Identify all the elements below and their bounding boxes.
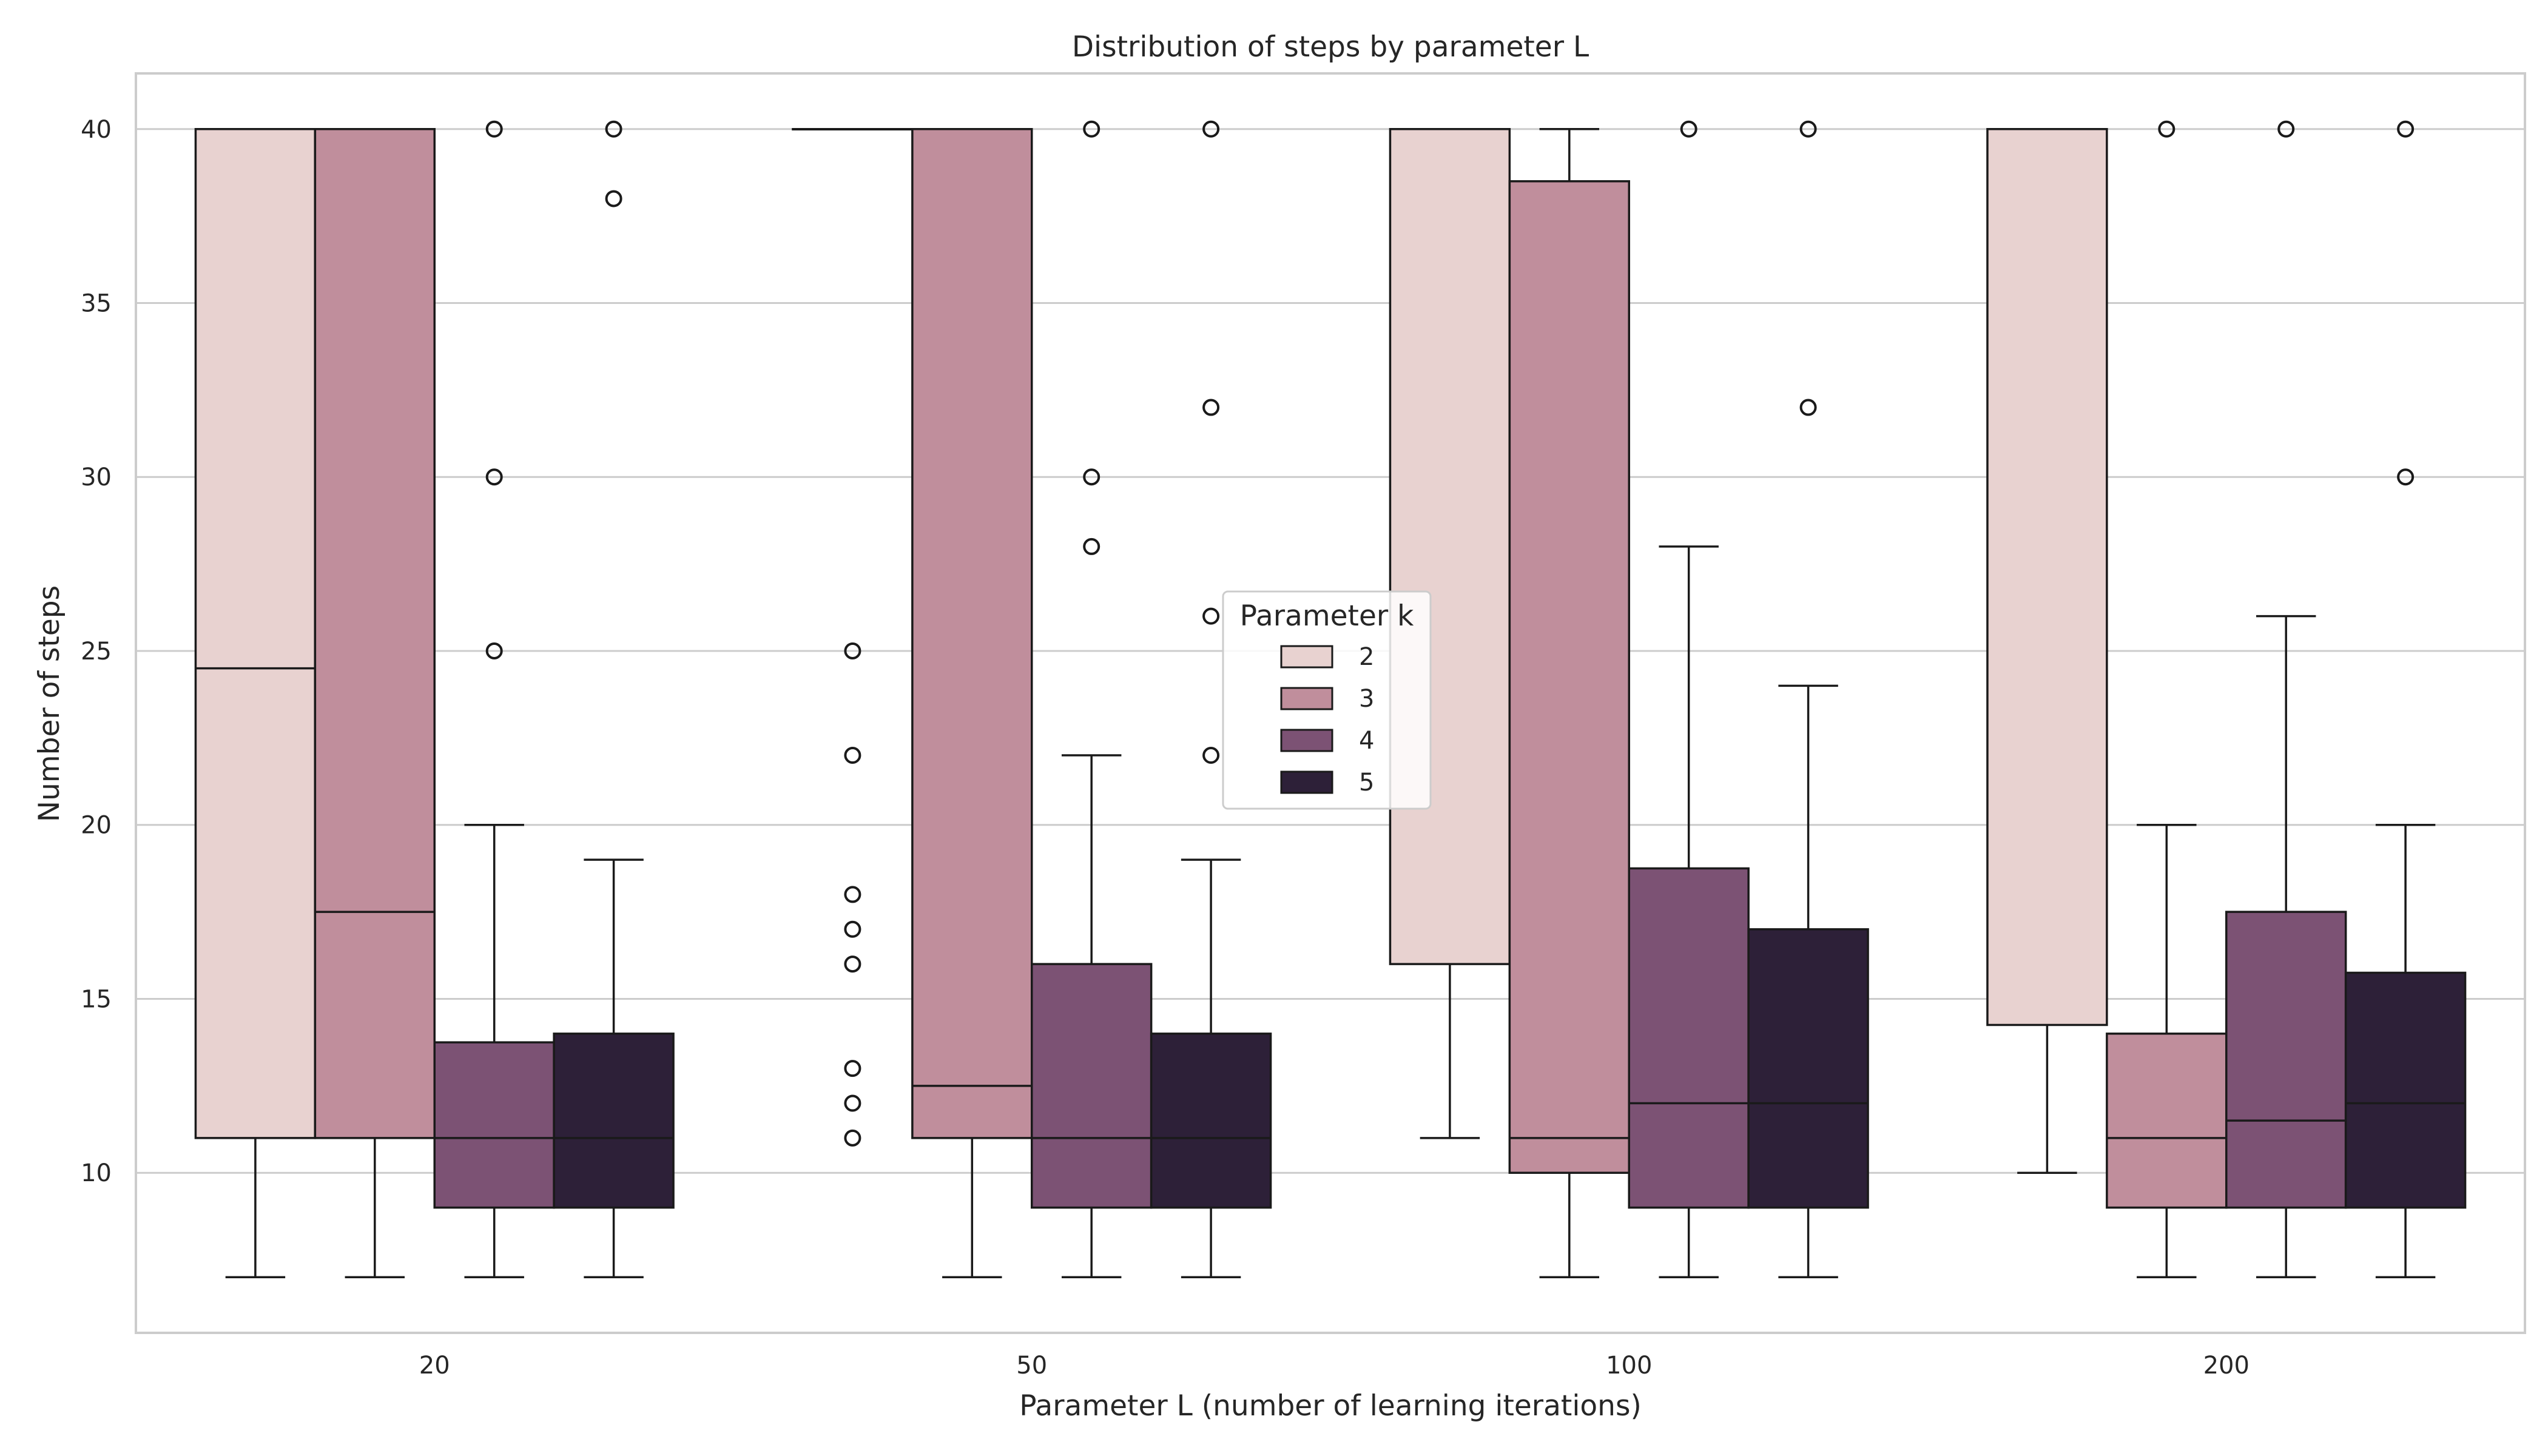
box-50-k3 bbox=[911, 128, 1033, 1278]
outlier-point bbox=[2397, 120, 2415, 138]
x-tick-label-100: 100 bbox=[1606, 1352, 1652, 1380]
outlier-point bbox=[2158, 120, 2176, 138]
box-200-k3 bbox=[2106, 120, 2228, 1278]
outlier-point bbox=[605, 120, 622, 138]
box-body bbox=[911, 128, 1033, 1139]
box-200-k2 bbox=[1986, 128, 2108, 1174]
outlier-point bbox=[844, 642, 861, 659]
legend-label-3: 3 bbox=[1359, 685, 1374, 713]
y-tick-label-30: 30 bbox=[81, 463, 112, 491]
outlier-point bbox=[1083, 538, 1100, 555]
legend-swatch-2 bbox=[1280, 645, 1333, 669]
outlier-point bbox=[1083, 468, 1100, 486]
outlier-point bbox=[1202, 747, 1220, 764]
outlier-point bbox=[1799, 120, 1817, 138]
box-body bbox=[433, 1041, 555, 1209]
y-tick-label-35: 35 bbox=[81, 289, 112, 317]
x-axis-ticks: 20 50 100 200 bbox=[419, 1352, 2250, 1380]
outlier-point bbox=[605, 190, 622, 207]
box-20-k5 bbox=[553, 120, 675, 1278]
outlier-point bbox=[485, 120, 503, 138]
box-body bbox=[1508, 180, 1631, 1174]
box-body bbox=[2225, 911, 2347, 1209]
x-tick-label-20: 20 bbox=[419, 1352, 450, 1380]
outlier-point bbox=[2277, 120, 2295, 138]
box-50-k5 bbox=[1150, 120, 1272, 1278]
plot-frame bbox=[135, 72, 2526, 1334]
y-tick-label-10: 10 bbox=[81, 1159, 112, 1187]
x-tick-label-200: 200 bbox=[2203, 1352, 2250, 1380]
box-body bbox=[1747, 928, 1869, 1209]
y-tick-label-40: 40 bbox=[81, 116, 112, 144]
outlier-point bbox=[1202, 120, 1220, 138]
outlier-point bbox=[1202, 607, 1220, 625]
box-body bbox=[314, 128, 436, 1139]
box-20-k4 bbox=[433, 120, 555, 1278]
box-body bbox=[1150, 1033, 1272, 1209]
y-tick-label-25: 25 bbox=[81, 638, 112, 666]
outlier-point bbox=[844, 1129, 861, 1147]
box-100-k2 bbox=[1389, 128, 1511, 1139]
outlier-point bbox=[844, 1060, 861, 1077]
box-body bbox=[2106, 1033, 2228, 1209]
box-200-k5 bbox=[2344, 120, 2467, 1278]
box-50-k2 bbox=[792, 128, 914, 1147]
box-body bbox=[553, 1033, 675, 1209]
outlier-point bbox=[485, 468, 503, 486]
box-200-k4 bbox=[2225, 120, 2347, 1278]
box-body bbox=[2344, 971, 2467, 1209]
outlier-point bbox=[2397, 468, 2415, 486]
legend-label-2: 2 bbox=[1359, 643, 1374, 671]
box-body bbox=[194, 128, 317, 1139]
outlier-point bbox=[844, 956, 861, 973]
legend-label-5: 5 bbox=[1359, 769, 1374, 797]
box-20-k3 bbox=[314, 128, 436, 1278]
y-axis-ticks: 10 15 20 25 30 35 40 bbox=[81, 116, 112, 1187]
chart-title: Distribution of steps by parameter L bbox=[1072, 30, 1589, 64]
legend-title: Parameter k bbox=[1240, 599, 1414, 633]
box-body bbox=[1628, 867, 1750, 1209]
y-tick-label-15: 15 bbox=[81, 985, 112, 1013]
box-50-k4 bbox=[1031, 120, 1153, 1278]
legend-swatch-3 bbox=[1280, 687, 1333, 710]
outlier-point bbox=[1799, 399, 1817, 416]
legend-swatch-5 bbox=[1280, 770, 1333, 794]
outlier-point bbox=[844, 920, 861, 938]
x-axis-label: Parameter L (number of learning iteratio… bbox=[1019, 1389, 1642, 1423]
box-20-k2 bbox=[194, 128, 317, 1278]
gridlines bbox=[136, 128, 2525, 1174]
box-body bbox=[1986, 128, 2108, 1026]
legend-swatch-4 bbox=[1280, 729, 1333, 752]
outlier-point bbox=[1680, 120, 1697, 138]
box-body bbox=[1389, 128, 1511, 965]
outlier-point bbox=[844, 747, 861, 764]
box-100-k4 bbox=[1628, 120, 1750, 1278]
box-100-k3 bbox=[1508, 128, 1631, 1278]
box-body bbox=[1031, 963, 1153, 1209]
outlier-point bbox=[1202, 399, 1220, 416]
box-100-k5 bbox=[1747, 120, 1869, 1278]
y-axis-label: Number of steps bbox=[33, 585, 66, 822]
outlier-point bbox=[485, 642, 503, 659]
outlier-point bbox=[844, 886, 861, 903]
legend: Parameter k 2 3 4 5 bbox=[1222, 590, 1432, 810]
x-tick-label-50: 50 bbox=[1016, 1352, 1047, 1380]
box-plot-layer bbox=[194, 120, 2467, 1278]
legend-label-4: 4 bbox=[1359, 727, 1374, 755]
outlier-point bbox=[844, 1094, 861, 1112]
outlier-point bbox=[1083, 120, 1100, 138]
y-tick-label-20: 20 bbox=[81, 812, 112, 840]
